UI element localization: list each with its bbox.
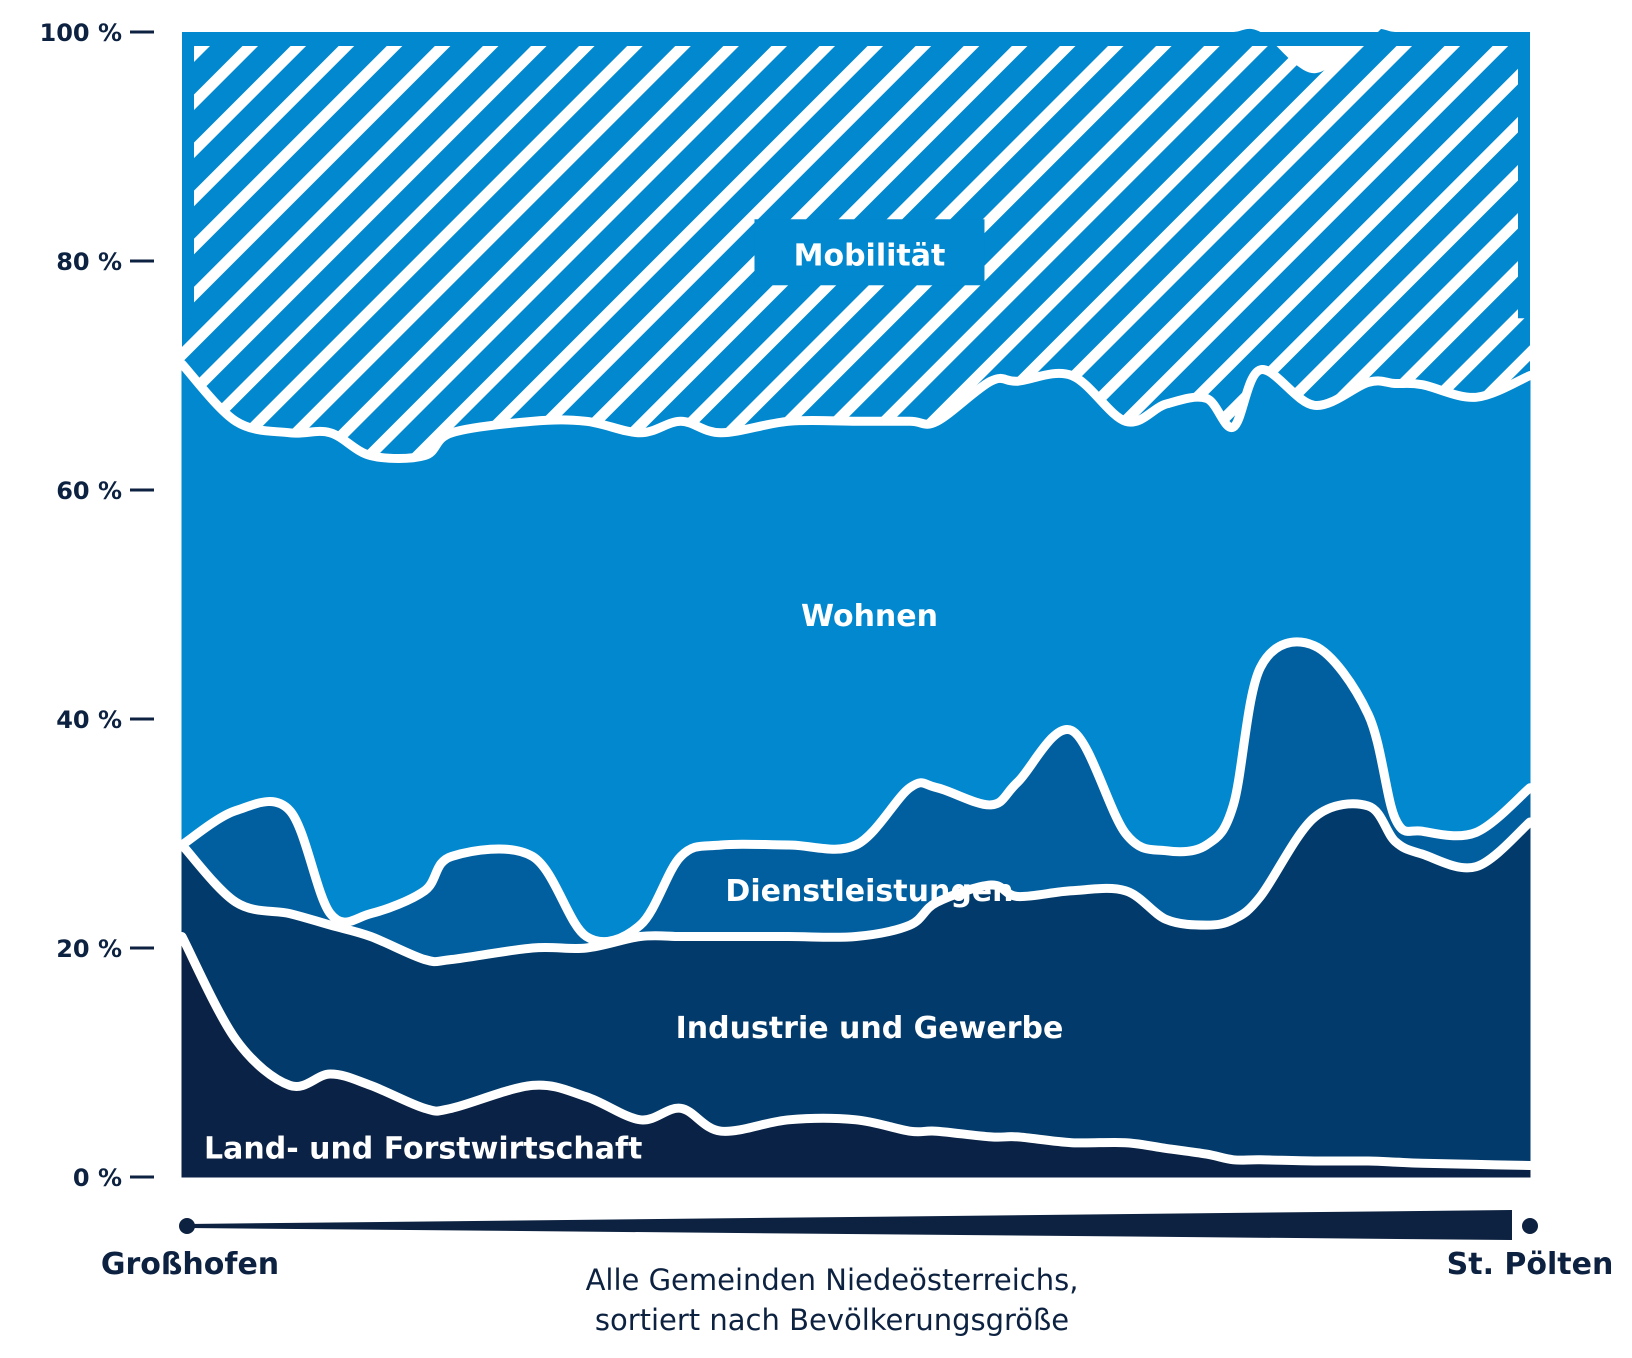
series-label-wohnen: Wohnen [801,599,938,634]
y-tick-label: 60 % [56,477,122,505]
y-tick-label: 80 % [56,248,122,276]
x-axis-caption-line-2: sortiert nach Bevölkerungsgröße [595,1303,1069,1337]
y-tick-label: 0 % [73,1164,122,1192]
series-label-dienstleistungen: Dienstleistungen [725,874,1013,909]
boundary-line-industrie-und-gewerbe [177,799,1535,967]
y-tick-label: 100 % [40,19,123,47]
mobility-left-border [182,32,194,319]
mobility-top-border [182,32,1530,46]
x-axis: Großhofen St. Pölten Alle Gemeinden Nied… [101,1210,1614,1337]
x-axis-wedge [187,1210,1512,1240]
areas-layer [181,28,1531,1178]
x-axis-end-dot [1522,1218,1538,1234]
x-axis-caption-line-1: Alle Gemeinden Niedeösterreichs, [586,1263,1079,1297]
series-label-land-und-forstwirtschaft: Land- und Forstwirtschaft [204,1131,642,1166]
label-box-mobilitaet [754,219,985,286]
boundary-lines-layer [177,359,1535,1170]
y-tick-label: 40 % [56,706,122,734]
y-axis: 0 % 20 % 40 % 60 % 80 % 100 % [40,19,154,1192]
y-tick-label: 20 % [56,935,122,963]
boundary-line-dienstleistungen [177,637,1535,947]
x-axis-start-label: Großhofen [101,1247,279,1282]
series-label-mobilitaet: Mobilität [794,238,946,273]
series-labels-layer: Mobilität Wohnen Dienstleistungen Industrie… [204,219,1063,1166]
series-label-industrie-und-gewerbe: Industrie und Gewerbe [676,1011,1064,1046]
mobility-right-border [1518,32,1530,319]
boundary-line-wohnen [177,359,1535,464]
boundary-line-land-und-forstwirtschaft [177,932,1535,1170]
x-axis-end-label: St. Pölten [1447,1247,1614,1282]
